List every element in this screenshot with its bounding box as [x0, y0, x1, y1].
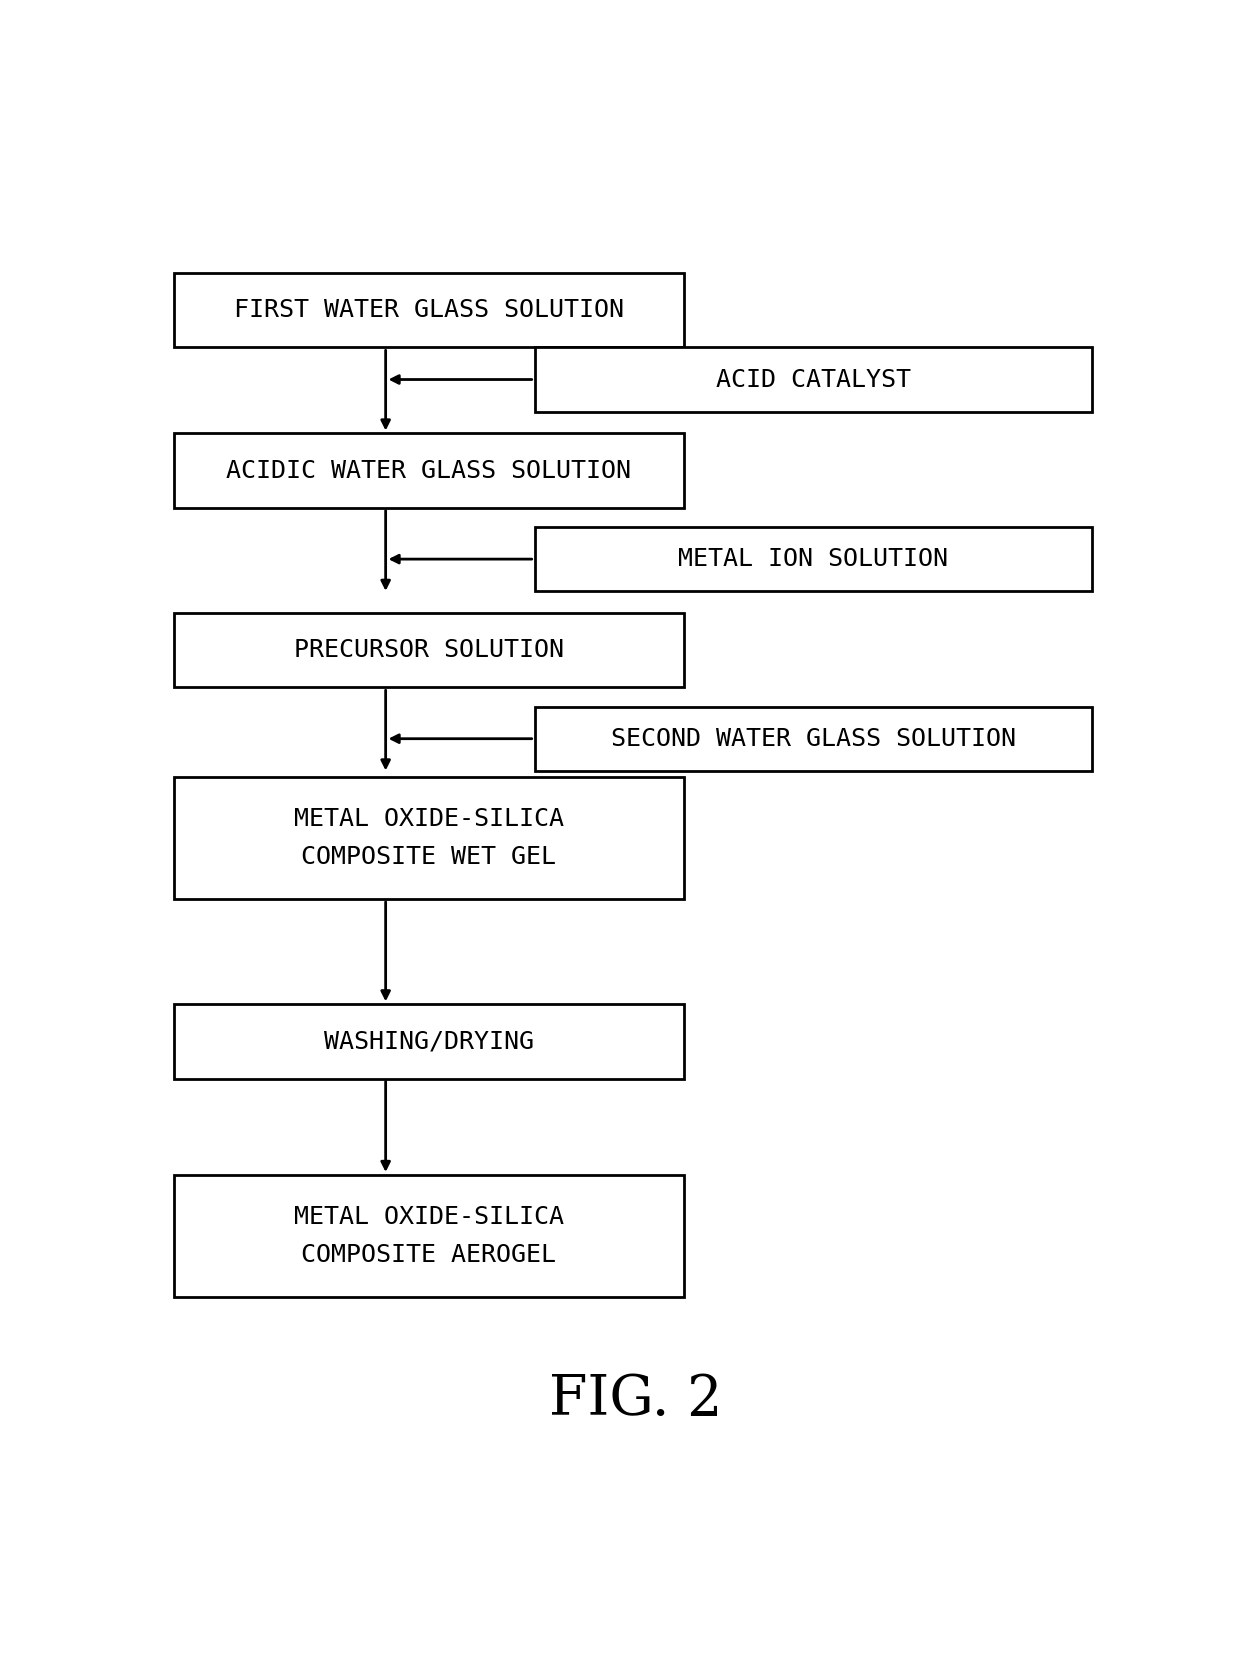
Text: FIG. 2: FIG. 2 — [549, 1373, 722, 1426]
Text: SECOND WATER GLASS SOLUTION: SECOND WATER GLASS SOLUTION — [611, 726, 1016, 751]
Text: METAL OXIDE-SILICA: METAL OXIDE-SILICA — [294, 806, 564, 831]
Bar — [534, 348, 1092, 412]
Text: PRECURSOR SOLUTION: PRECURSOR SOLUTION — [294, 638, 564, 661]
Text: COMPOSITE WET GEL: COMPOSITE WET GEL — [301, 845, 557, 870]
Bar — [174, 1175, 683, 1296]
Text: WASHING/DRYING: WASHING/DRYING — [324, 1030, 534, 1053]
Bar — [174, 613, 683, 688]
Text: METAL OXIDE-SILICA: METAL OXIDE-SILICA — [294, 1205, 564, 1228]
Bar — [174, 433, 683, 508]
Text: METAL ION SOLUTION: METAL ION SOLUTION — [678, 546, 949, 571]
Text: COMPOSITE AEROGEL: COMPOSITE AEROGEL — [301, 1243, 557, 1268]
Bar — [534, 526, 1092, 591]
Text: ACIDIC WATER GLASS SOLUTION: ACIDIC WATER GLASS SOLUTION — [227, 458, 631, 483]
Text: FIRST WATER GLASS SOLUTION: FIRST WATER GLASS SOLUTION — [234, 298, 624, 322]
Bar — [174, 273, 683, 348]
Bar — [534, 706, 1092, 771]
Bar — [174, 776, 683, 900]
Bar — [174, 1005, 683, 1078]
Text: ACID CATALYST: ACID CATALYST — [715, 368, 911, 392]
